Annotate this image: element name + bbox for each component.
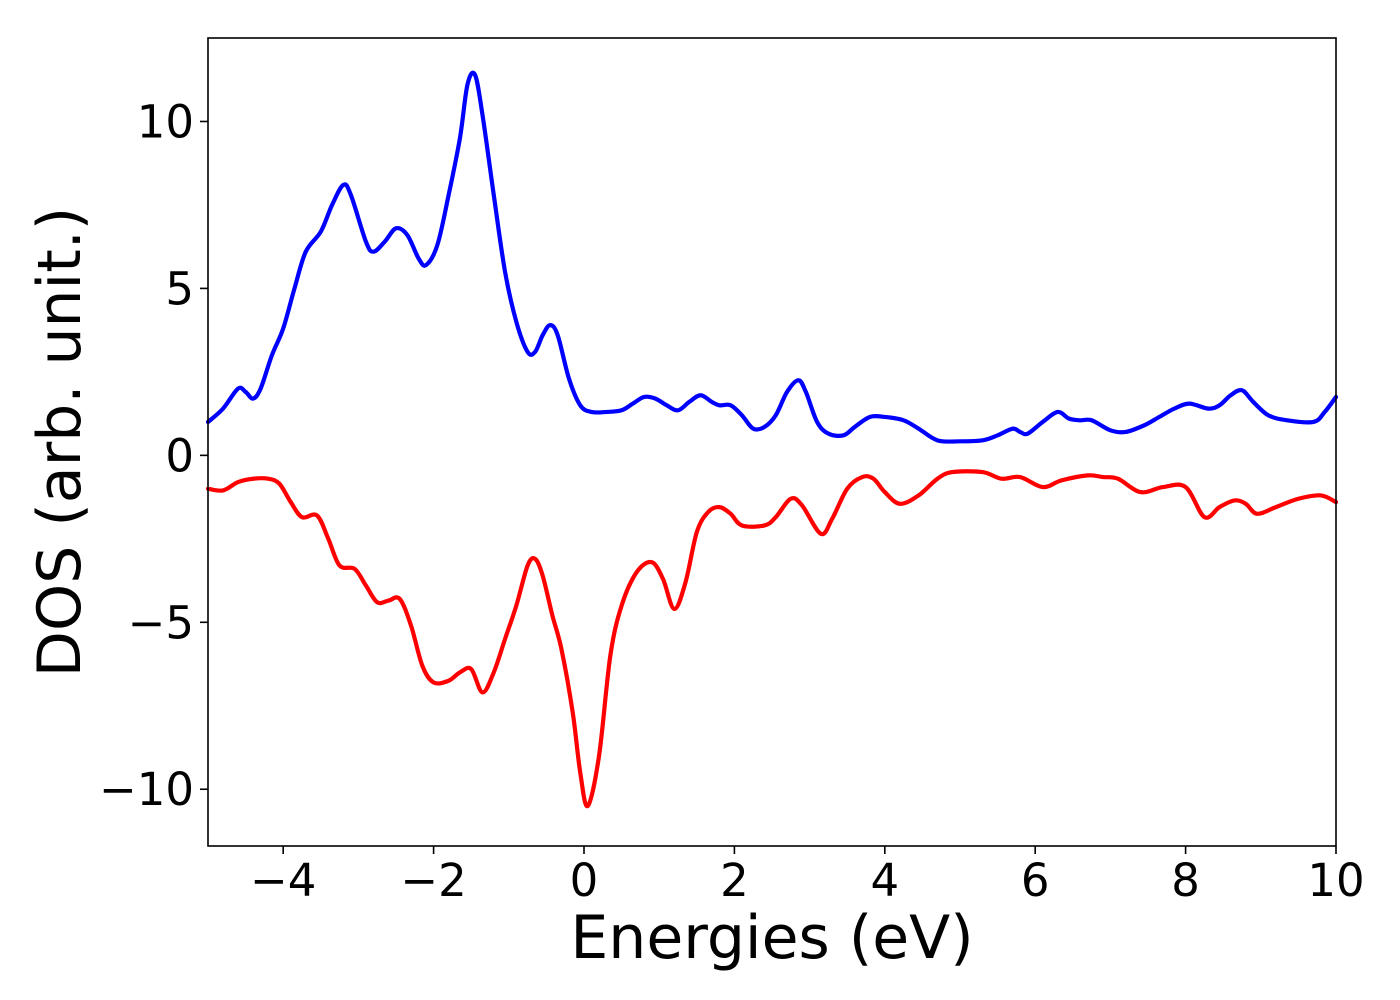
y-axis-label: DOS (arb. unit.) [25, 207, 95, 677]
x-tick-label: 2 [720, 854, 749, 907]
x-tick-label: −2 [400, 854, 466, 907]
dos-series-line-2 [205, 469, 1339, 809]
dos-series-line-1 [205, 70, 1339, 444]
x-axis-label: Energies (eV) [570, 903, 973, 973]
x-tick-label: 10 [1307, 854, 1364, 907]
y-tick-label: 0 [165, 429, 194, 482]
series-layer [205, 70, 1339, 809]
x-tick-label: 4 [870, 854, 899, 907]
x-tick-label: 6 [1021, 854, 1050, 907]
y-tick-label: 10 [137, 95, 194, 148]
y-tick-label: −5 [128, 596, 194, 649]
x-tick-label: −4 [250, 854, 316, 907]
x-axis-ticks: −4 −2 0 2 4 6 8 10 [250, 846, 1365, 907]
y-tick-label: 5 [165, 262, 194, 315]
y-tick-label: −10 [99, 763, 194, 816]
plot-frame [207, 37, 1337, 847]
y-axis-ticks: −10 −5 0 5 10 [99, 95, 208, 816]
x-tick-label: 0 [570, 854, 599, 907]
x-tick-label: 8 [1171, 854, 1200, 907]
